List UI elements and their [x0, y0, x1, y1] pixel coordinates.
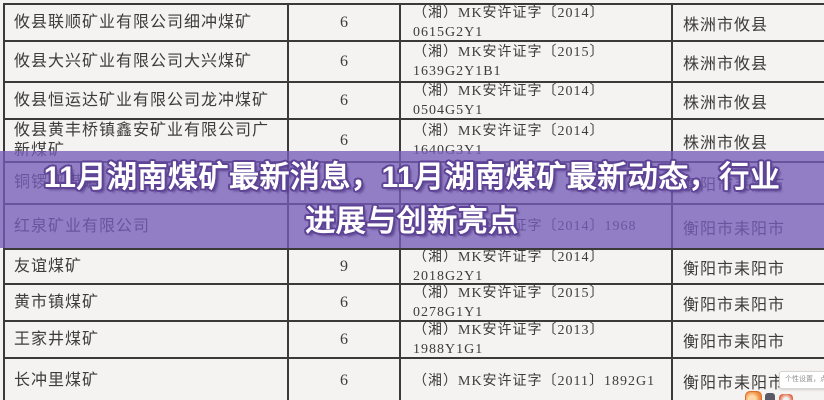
mine-count-cell: 6 [289, 285, 401, 320]
table-row: 攸县联顺矿业有限公司细冲煤矿 6 （湘）MK安许证字〔2014〕0615G2Y1… [5, 5, 824, 42]
mine-name-cell: 王家井煤矿 [5, 322, 289, 357]
location-cell: 衡阳市耒阳市 [683, 375, 786, 392]
mine-name-cell: 攸县联顺矿业有限公司细冲煤矿 [5, 5, 289, 40]
widget-icon[interactable] [779, 394, 793, 400]
location-cell: 株洲市攸县 [683, 134, 769, 152]
mine-name-cell: 友谊煤矿 [5, 250, 289, 283]
table-row: 王家井煤矿 6 （湘）MK安许证字〔2013〕1988Y1G1 衡阳市耒阳市 [5, 322, 824, 359]
license-cell: （湘）MK安许证字〔2014〕0504G5Y1 [401, 83, 673, 118]
emoji-icon[interactable] [745, 391, 762, 400]
table-row: 长冲里煤矿 6 （湘）MK安许证字〔2011〕1892G1 衡阳市耒阳市 [5, 359, 824, 400]
location-cell: 株洲市攸县 [683, 55, 769, 73]
table-row: 友谊煤矿 9 （湘）MK安许证字〔2014〕2018G2Y1 衡阳市耒阳市 [5, 250, 824, 285]
mine-count-cell: 6 [289, 5, 401, 40]
license-cell: （湘）MK安许证字〔2013〕1988Y1G1 [401, 322, 673, 357]
location-cell: 衡阳市耒阳市 [683, 296, 786, 314]
license-cell: （湘）MK安许证字〔2014〕2018G2Y1 [401, 250, 673, 283]
mine-count-cell: 6 [289, 120, 401, 161]
license-cell: （湘）MK安许证字〔2015〕0278G1Y1 [401, 285, 673, 320]
table-row: 攸县大兴矿业有限公司大兴煤矿 6 （湘）MK安许证字〔2015〕 1639G2Y… [5, 42, 824, 83]
settings-tooltip[interactable]: 个性设置，点我 [779, 371, 824, 389]
table-row: 黄市镇煤矿 6 （湘）MK安许证字〔2015〕0278G1Y1 衡阳市耒阳市 [5, 285, 824, 322]
location-cell: 株洲市攸县 [683, 94, 769, 112]
mine-count-cell: 6 [289, 322, 401, 357]
mine-count-cell: 9 [289, 250, 401, 283]
location-cell: 株洲市攸县 [683, 16, 769, 34]
mine-count-cell: 6 [289, 42, 401, 81]
headline-overlay: 11月湖南煤矿最新消息，11月湖南煤矿最新动态，行业 进展与创新亮点 [0, 151, 824, 248]
widget-icon[interactable] [765, 393, 775, 400]
license-cell: （湘）MK安许证字〔2014〕0615G2Y1 [401, 5, 673, 40]
headline-line1: 11月湖南煤矿最新消息，11月湖南煤矿最新动态，行业 [43, 160, 781, 194]
mine-name-cell: 攸县恒运达矿业有限公司龙冲煤矿 [5, 83, 289, 118]
mine-count-cell: 6 [289, 83, 401, 118]
table-row: 攸县恒运达矿业有限公司龙冲煤矿 6 （湘）MK安许证字〔2014〕0504G5Y… [5, 83, 824, 120]
license-cell: （湘）MK安许证字〔2011〕1892G1 [401, 359, 673, 400]
mine-name-cell: 攸县大兴矿业有限公司大兴煤矿 [5, 42, 289, 81]
location-cell: 衡阳市耒阳市 [683, 333, 786, 351]
location-cell: 衡阳市耒阳市 [683, 260, 786, 278]
license-cell: （湘）MK安许证字〔2015〕 1639G2Y1B1 [401, 42, 673, 81]
mine-name-cell: 黄市镇煤矿 [5, 285, 289, 320]
headline-line2: 进展与创新亮点 [305, 204, 519, 238]
mine-count-cell: 6 [289, 359, 401, 400]
mine-name-cell: 长冲里煤矿 [5, 359, 289, 400]
